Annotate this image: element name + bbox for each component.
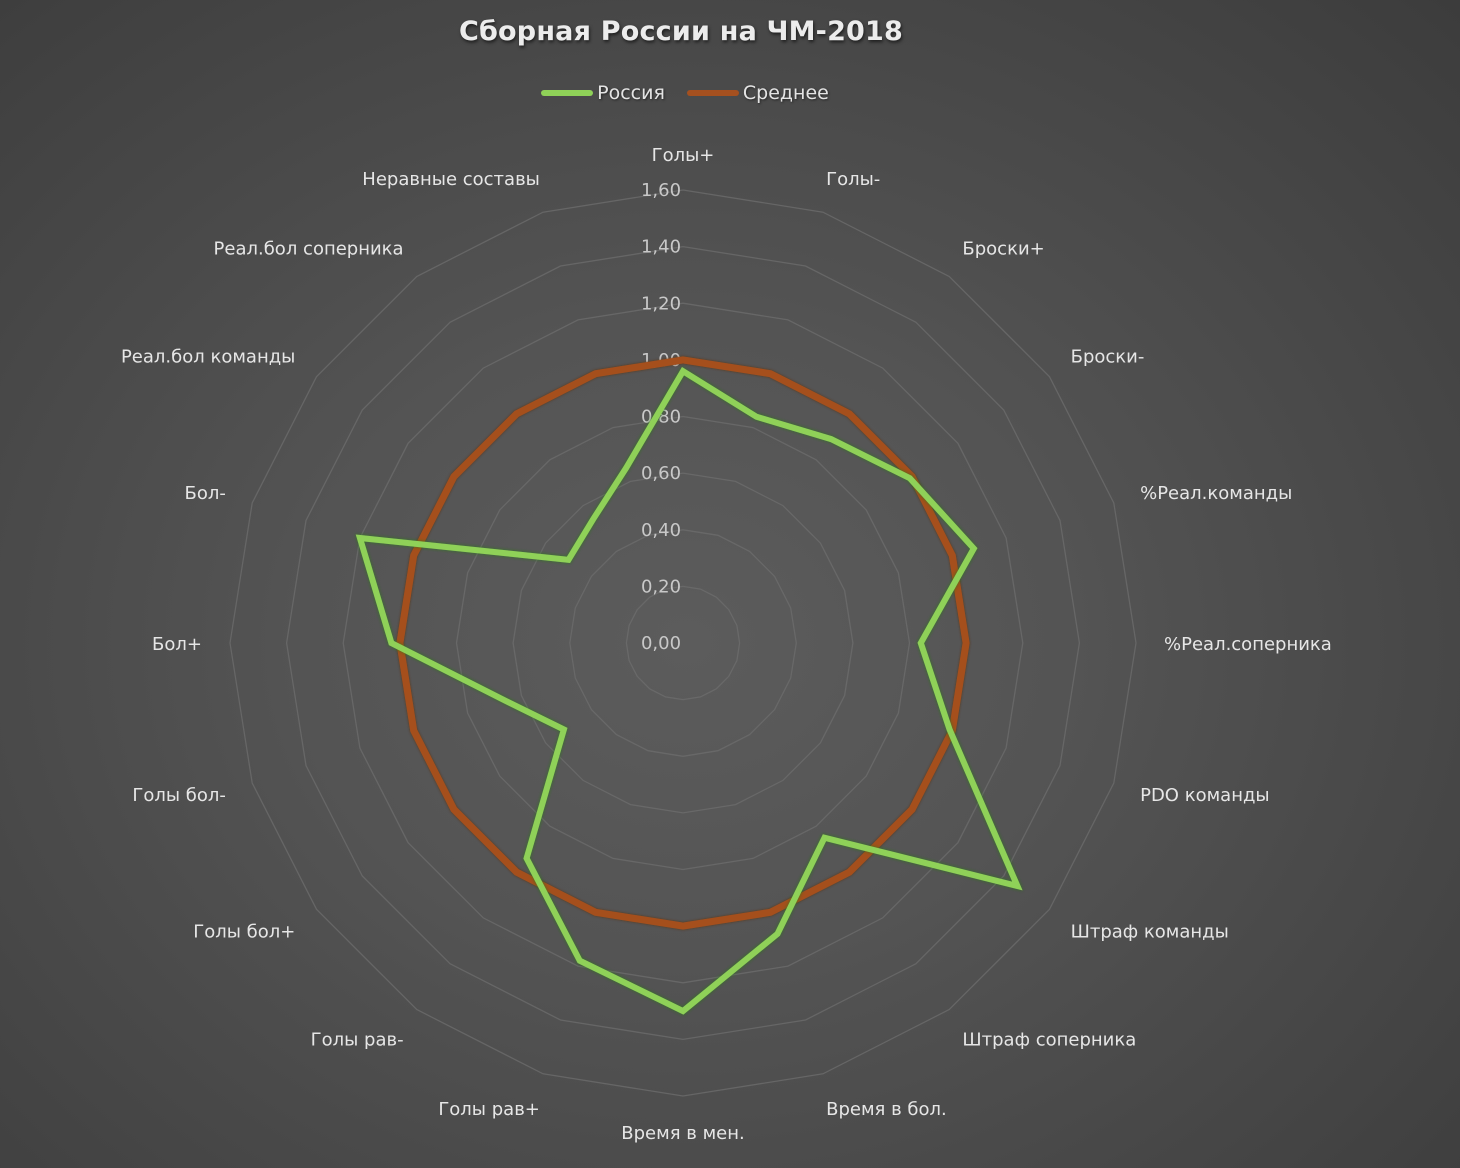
category-label: Голы рав- <box>311 1030 404 1051</box>
radar-category-labels: Голы+ Голы- Броски+ Броски- %Реал.команды %Ре… <box>121 145 1332 1144</box>
category-label: Время в бол. <box>826 1099 947 1120</box>
legend-swatch-average <box>686 90 739 96</box>
category-label: Броски- <box>1071 347 1145 368</box>
tick-label: 0,40 <box>641 520 681 541</box>
legend-label-average: Среднее <box>742 82 829 104</box>
category-label: Реал.бол команды <box>121 347 295 368</box>
category-label: Бол- <box>185 483 226 504</box>
category-label: Время в мен. <box>621 1123 744 1144</box>
category-label: Бол+ <box>152 634 202 655</box>
category-label: %Реал.команды <box>1140 483 1292 504</box>
legend-swatch-russia <box>541 90 594 96</box>
series-line-average <box>396 356 970 930</box>
chart-title: Сборная России на ЧМ-2018 <box>458 16 904 47</box>
category-label: Голы бол+ <box>193 921 295 942</box>
gridline-ring <box>455 415 911 871</box>
radar-series <box>355 356 1023 1015</box>
gridline-ring <box>569 529 797 757</box>
legend-item-average[interactable]: Среднее <box>686 82 829 104</box>
category-label: %Реал.соперника <box>1164 634 1332 655</box>
category-label: Неравные составы <box>362 169 540 190</box>
category-label: Штраф команды <box>1071 921 1229 942</box>
gridline-ring <box>625 585 741 701</box>
gridline-ring <box>512 472 854 814</box>
category-label: Голы бол- <box>132 785 226 806</box>
series-line-russia <box>355 367 1023 1015</box>
gridline-ring <box>285 245 1081 1041</box>
radar-gridlines <box>229 189 1137 1097</box>
category-label: Реал.бол соперника <box>214 238 404 259</box>
category-label: Броски+ <box>962 238 1044 259</box>
chart-legend: Россия Среднее <box>0 82 1370 104</box>
legend-item-russia[interactable]: Россия <box>541 82 665 104</box>
gridline-ring <box>229 189 1137 1097</box>
category-label: Голы+ <box>652 145 715 166</box>
radar-tick-labels: 0,000,200,400,600,801,001,201,401,60 <box>641 180 681 654</box>
tick-label: 1,60 <box>641 180 681 201</box>
tick-label: 1,40 <box>641 237 681 258</box>
category-label: Штраф соперника <box>962 1030 1136 1051</box>
tick-label: 1,20 <box>641 293 681 314</box>
category-label: Голы- <box>826 169 880 190</box>
tick-label: 0,20 <box>641 576 681 597</box>
category-label: Голы рав+ <box>438 1099 540 1120</box>
gridline-ring <box>342 302 1024 984</box>
tick-label: 0,00 <box>641 633 681 654</box>
legend-label-russia: Россия <box>597 82 665 104</box>
category-label: PDO команды <box>1140 785 1270 806</box>
tick-label: 0,60 <box>641 463 681 484</box>
